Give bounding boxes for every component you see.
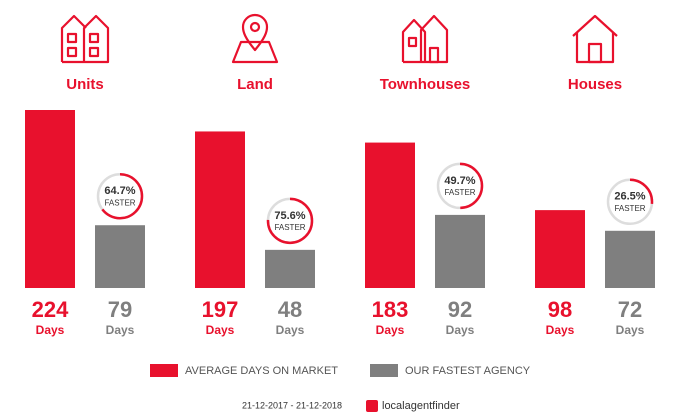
unit-label: Days xyxy=(616,323,645,337)
faster-label: FASTER xyxy=(614,204,645,213)
value-label: 224 xyxy=(32,297,69,322)
unit-label: Days xyxy=(546,323,575,337)
ring-arc xyxy=(266,197,314,245)
faster-label: FASTER xyxy=(274,223,305,232)
ring-arc xyxy=(96,172,144,220)
value-label: 197 xyxy=(202,297,239,322)
faster-percent: 49.7% xyxy=(444,175,475,187)
bar xyxy=(365,142,415,288)
bar xyxy=(535,210,585,288)
bar xyxy=(265,249,315,288)
legend-label: OUR FASTEST AGENCY xyxy=(405,365,531,377)
category-label: Land xyxy=(237,76,273,93)
bar xyxy=(95,225,145,288)
icon-houses xyxy=(572,14,618,64)
legend-swatch xyxy=(370,364,398,377)
ring-arc xyxy=(606,178,654,226)
unit-label: Days xyxy=(376,323,405,337)
icon-units xyxy=(60,14,110,64)
icon-townhouses xyxy=(401,14,449,64)
ring-arc xyxy=(436,162,484,210)
icon-land xyxy=(231,13,279,64)
faster-label: FASTER xyxy=(104,198,135,207)
unit-label: Days xyxy=(106,323,135,337)
faster-percent: 26.5% xyxy=(614,191,645,203)
value-label: 98 xyxy=(548,297,572,322)
legend-swatch xyxy=(150,364,178,377)
category-label: Units xyxy=(66,76,104,93)
unit-label: Days xyxy=(36,323,65,337)
unit-label: Days xyxy=(206,323,235,337)
category-label: Houses xyxy=(568,76,622,93)
brand-logo xyxy=(366,400,378,412)
value-label: 183 xyxy=(372,297,409,322)
value-label: 79 xyxy=(108,297,132,322)
brand-name: localagentfinder xyxy=(382,400,460,412)
category-label: Townhouses xyxy=(380,76,471,93)
date-range: 21-12-2017 - 21-12-2018 xyxy=(242,400,342,410)
value-label: 92 xyxy=(448,297,472,322)
faster-percent: 64.7% xyxy=(104,185,135,197)
unit-label: Days xyxy=(446,323,475,337)
bar xyxy=(195,131,245,288)
value-label: 72 xyxy=(618,297,642,322)
value-label: 48 xyxy=(278,297,302,322)
faster-label: FASTER xyxy=(444,188,475,197)
bar xyxy=(435,214,485,288)
bar xyxy=(25,110,75,288)
unit-label: Days xyxy=(276,323,305,337)
faster-percent: 75.6% xyxy=(274,210,305,222)
bar xyxy=(605,230,655,288)
legend-label: AVERAGE DAYS ON MARKET xyxy=(185,365,338,377)
